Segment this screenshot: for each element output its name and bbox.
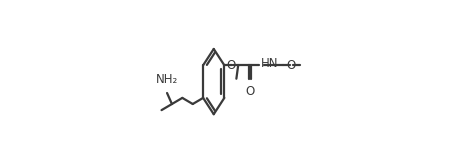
Text: O: O (286, 59, 295, 72)
Text: NH₂: NH₂ (156, 73, 178, 86)
Text: O: O (246, 85, 255, 98)
Text: HN: HN (261, 58, 279, 71)
Text: O: O (227, 59, 236, 72)
